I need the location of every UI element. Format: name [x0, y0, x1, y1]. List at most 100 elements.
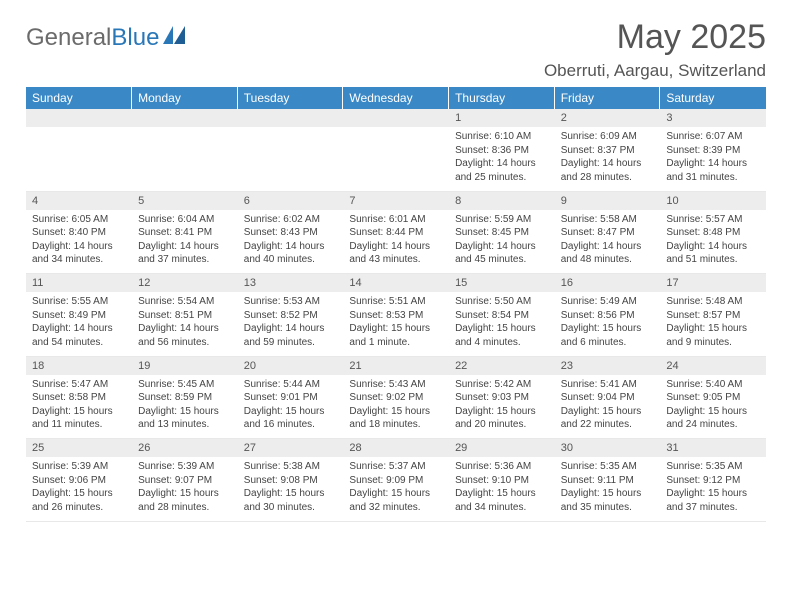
- day-line: Sunrise: 5:40 AM: [666, 378, 759, 392]
- day-line: Daylight: 14 hours: [244, 240, 337, 254]
- day-line: Sunrise: 5:35 AM: [666, 460, 759, 474]
- day-line: Sunrise: 6:09 AM: [561, 130, 654, 144]
- day-line: Sunset: 8:47 PM: [561, 226, 654, 240]
- day-cell: Sunrise: 6:04 AMSunset: 8:41 PMDaylight:…: [132, 210, 238, 274]
- day-line: and 31 minutes.: [666, 171, 759, 185]
- day-cell: Sunrise: 5:58 AMSunset: 8:47 PMDaylight:…: [554, 210, 660, 274]
- day-number-row: 11121314151617: [26, 274, 766, 293]
- day-line: and 37 minutes.: [666, 501, 759, 515]
- brand-word2: Blue: [111, 24, 159, 51]
- day-line: and 13 minutes.: [138, 418, 231, 432]
- day-line: and 59 minutes.: [244, 336, 337, 350]
- day-number: 17: [660, 274, 766, 293]
- day-line: and 1 minute.: [349, 336, 442, 350]
- day-line: Sunrise: 5:39 AM: [138, 460, 231, 474]
- day-content-row: Sunrise: 5:55 AMSunset: 8:49 PMDaylight:…: [26, 292, 766, 356]
- title-block: May 2025 Oberruti, Aargau, Switzerland: [544, 18, 766, 81]
- day-cell: Sunrise: 6:09 AMSunset: 8:37 PMDaylight:…: [554, 127, 660, 191]
- day-line: Daylight: 15 hours: [666, 487, 759, 501]
- day-line: Sunset: 9:06 PM: [32, 474, 125, 488]
- day-line: Daylight: 14 hours: [244, 322, 337, 336]
- day-line: and 34 minutes.: [455, 501, 548, 515]
- day-line: and 32 minutes.: [349, 501, 442, 515]
- day-cell: Sunrise: 5:35 AMSunset: 9:11 PMDaylight:…: [554, 457, 660, 521]
- day-line: Daylight: 15 hours: [138, 487, 231, 501]
- day-cell: Sunrise: 5:40 AMSunset: 9:05 PMDaylight:…: [660, 375, 766, 439]
- day-line: Sunset: 8:36 PM: [455, 144, 548, 158]
- brand-text: GeneralBlue: [26, 24, 159, 52]
- day-line: Sunrise: 6:10 AM: [455, 130, 548, 144]
- day-line: Sunset: 9:05 PM: [666, 391, 759, 405]
- day-line: Daylight: 14 hours: [561, 157, 654, 171]
- day-number: 16: [554, 274, 660, 293]
- day-line: Daylight: 15 hours: [349, 322, 442, 336]
- weekday-header: Friday: [554, 87, 660, 109]
- day-line: Daylight: 15 hours: [561, 405, 654, 419]
- day-number: 29: [449, 439, 555, 458]
- day-line: Sunrise: 5:48 AM: [666, 295, 759, 309]
- day-cell: Sunrise: 5:42 AMSunset: 9:03 PMDaylight:…: [449, 375, 555, 439]
- day-line: and 6 minutes.: [561, 336, 654, 350]
- day-number: 3: [660, 109, 766, 127]
- weekday-header: Tuesday: [237, 87, 343, 109]
- day-line: Daylight: 15 hours: [455, 322, 548, 336]
- day-cell: Sunrise: 5:47 AMSunset: 8:58 PMDaylight:…: [26, 375, 132, 439]
- day-line: Sunrise: 5:49 AM: [561, 295, 654, 309]
- day-line: Sunrise: 5:41 AM: [561, 378, 654, 392]
- day-line: Sunset: 8:51 PM: [138, 309, 231, 323]
- day-line: Daylight: 15 hours: [244, 487, 337, 501]
- day-line: Daylight: 14 hours: [349, 240, 442, 254]
- day-cell: Sunrise: 5:55 AMSunset: 8:49 PMDaylight:…: [26, 292, 132, 356]
- day-line: Daylight: 15 hours: [666, 322, 759, 336]
- day-line: Sunrise: 5:51 AM: [349, 295, 442, 309]
- day-line: Sunset: 8:57 PM: [666, 309, 759, 323]
- day-line: Sunrise: 6:07 AM: [666, 130, 759, 144]
- day-cell: Sunrise: 5:51 AMSunset: 8:53 PMDaylight:…: [343, 292, 449, 356]
- day-line: Sunset: 9:08 PM: [244, 474, 337, 488]
- day-number: 8: [449, 191, 555, 210]
- day-number: [26, 109, 132, 127]
- day-cell: Sunrise: 5:45 AMSunset: 8:59 PMDaylight:…: [132, 375, 238, 439]
- day-line: Sunrise: 5:43 AM: [349, 378, 442, 392]
- day-line: Daylight: 14 hours: [666, 240, 759, 254]
- day-cell: Sunrise: 5:49 AMSunset: 8:56 PMDaylight:…: [554, 292, 660, 356]
- day-number: 30: [554, 439, 660, 458]
- month-title: May 2025: [544, 18, 766, 57]
- day-line: Sunrise: 5:50 AM: [455, 295, 548, 309]
- day-number: 31: [660, 439, 766, 458]
- day-line: and 11 minutes.: [32, 418, 125, 432]
- day-number-row: 18192021222324: [26, 356, 766, 375]
- day-line: and 56 minutes.: [138, 336, 231, 350]
- weekday-header: Wednesday: [343, 87, 449, 109]
- day-line: Sunrise: 5:59 AM: [455, 213, 548, 227]
- day-line: Sunrise: 5:47 AM: [32, 378, 125, 392]
- day-line: Daylight: 14 hours: [138, 322, 231, 336]
- day-cell: Sunrise: 5:48 AMSunset: 8:57 PMDaylight:…: [660, 292, 766, 356]
- day-line: and 18 minutes.: [349, 418, 442, 432]
- day-number: 6: [237, 191, 343, 210]
- day-line: and 26 minutes.: [32, 501, 125, 515]
- day-line: Sunrise: 5:36 AM: [455, 460, 548, 474]
- day-line: Sunrise: 6:04 AM: [138, 213, 231, 227]
- day-line: and 30 minutes.: [244, 501, 337, 515]
- brand-mark-icon: [163, 26, 189, 51]
- day-line: Sunset: 9:07 PM: [138, 474, 231, 488]
- day-number: 20: [237, 356, 343, 375]
- day-line: Daylight: 15 hours: [666, 405, 759, 419]
- day-number: 18: [26, 356, 132, 375]
- day-line: Daylight: 15 hours: [32, 487, 125, 501]
- day-cell: [343, 127, 449, 191]
- day-line: Daylight: 15 hours: [561, 487, 654, 501]
- day-cell: Sunrise: 5:39 AMSunset: 9:07 PMDaylight:…: [132, 457, 238, 521]
- day-number: [237, 109, 343, 127]
- day-line: Sunset: 8:56 PM: [561, 309, 654, 323]
- day-line: Sunrise: 6:01 AM: [349, 213, 442, 227]
- day-number: 28: [343, 439, 449, 458]
- day-line: Daylight: 14 hours: [138, 240, 231, 254]
- day-number: 24: [660, 356, 766, 375]
- day-line: Daylight: 14 hours: [455, 157, 548, 171]
- day-cell: Sunrise: 5:50 AMSunset: 8:54 PMDaylight:…: [449, 292, 555, 356]
- day-line: and 37 minutes.: [138, 253, 231, 267]
- day-number: 5: [132, 191, 238, 210]
- day-number: 4: [26, 191, 132, 210]
